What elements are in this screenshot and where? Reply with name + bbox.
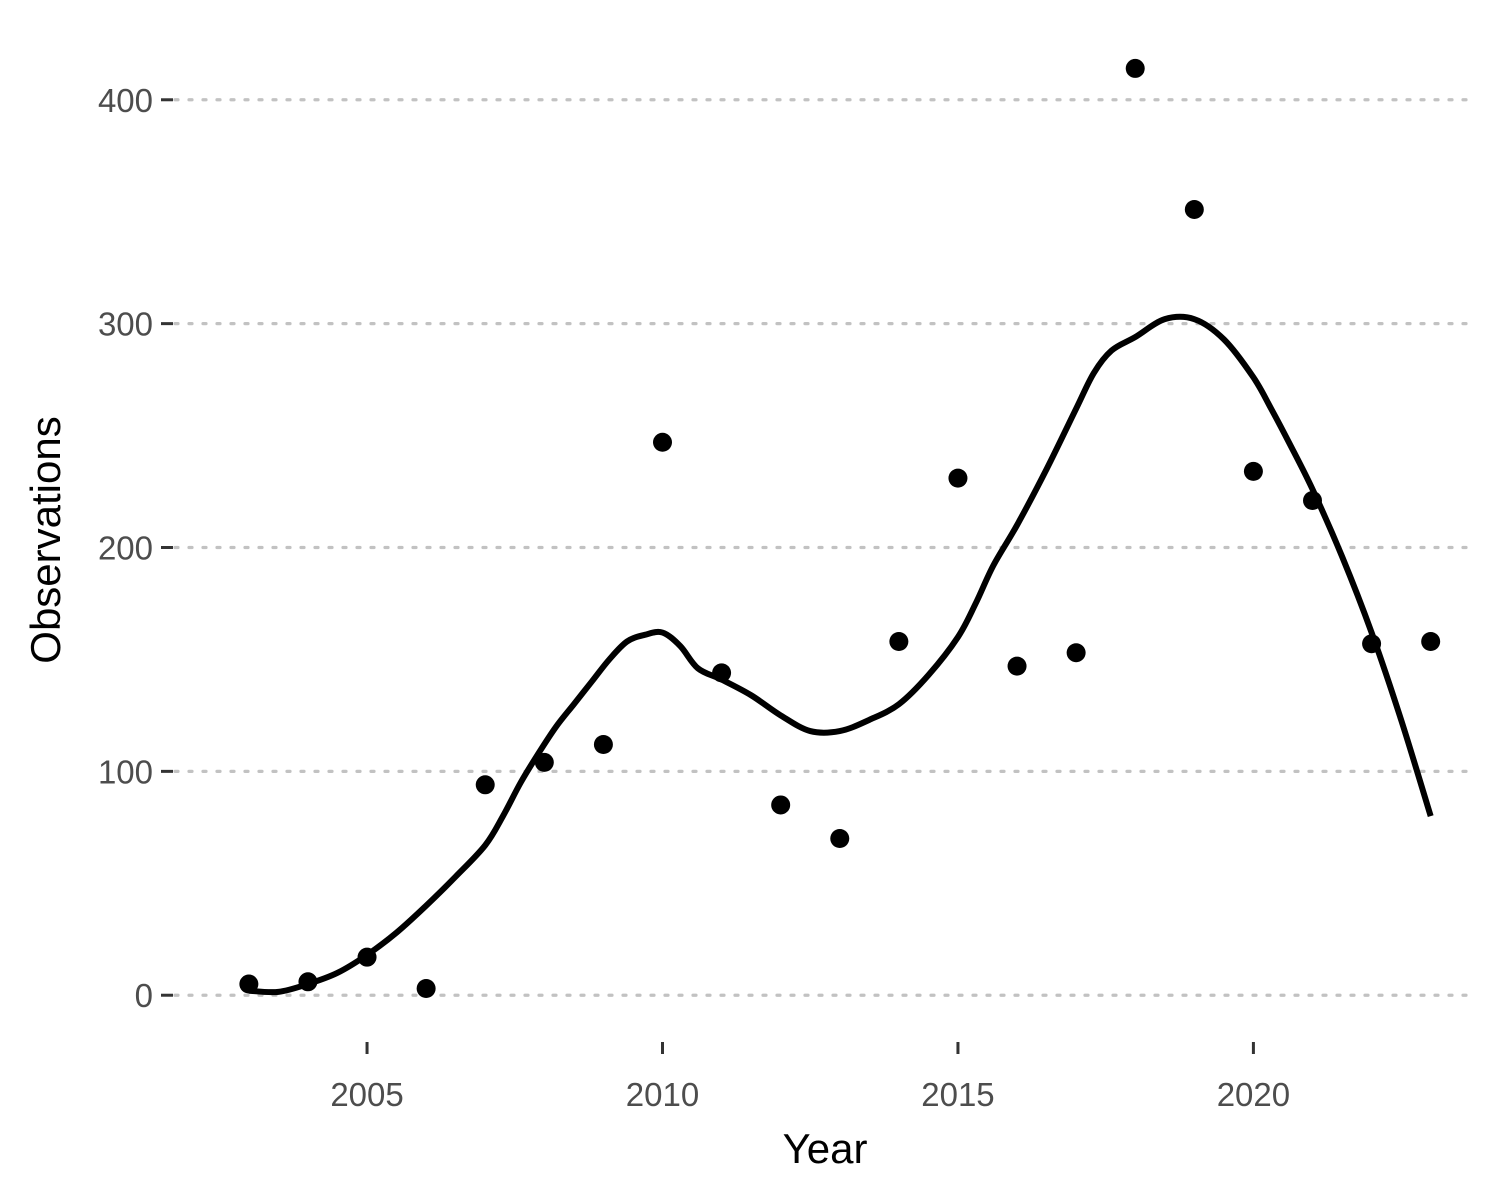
data-point <box>1125 58 1145 78</box>
x-axis-title: Year <box>783 1125 868 1172</box>
y-tick-label: 100 <box>98 753 153 790</box>
x-tick-label: 2020 <box>1217 1076 1290 1113</box>
data-point <box>1184 199 1204 219</box>
data-point <box>593 735 613 754</box>
y-tick-label: 400 <box>98 82 153 119</box>
data-point <box>712 663 732 683</box>
y-tick-label: 0 <box>135 977 153 1014</box>
data-point <box>1421 632 1441 652</box>
y-axis: 0 100 200 300 400 <box>98 82 173 1014</box>
x-tick-label: 2010 <box>626 1076 699 1113</box>
data-point <box>416 979 436 999</box>
data-point <box>1066 643 1086 663</box>
grid-lines <box>173 98 1477 997</box>
x-tick-label: 2005 <box>330 1076 403 1113</box>
smooth-trend-line <box>248 313 1434 996</box>
data-point <box>475 775 495 795</box>
data-point <box>653 432 672 452</box>
data-point <box>1243 461 1263 481</box>
data-point <box>1362 634 1382 654</box>
x-axis: 2005 2010 2015 2020 <box>330 1042 1290 1113</box>
x-tick-label: 2015 <box>921 1076 994 1113</box>
data-point <box>771 795 791 815</box>
y-axis-title: Observations <box>22 416 69 663</box>
data-point <box>1007 656 1027 676</box>
data-point <box>889 632 909 652</box>
y-tick-label: 200 <box>98 530 153 567</box>
data-point <box>357 947 377 967</box>
smooth-line-layer <box>248 313 1434 996</box>
data-point <box>298 972 318 992</box>
data-point <box>534 752 554 772</box>
data-point <box>948 468 968 488</box>
data-point <box>830 829 850 849</box>
scatter-points <box>239 58 1441 999</box>
y-tick-label: 300 <box>98 306 153 343</box>
data-point <box>239 974 259 994</box>
data-point <box>1303 490 1322 510</box>
